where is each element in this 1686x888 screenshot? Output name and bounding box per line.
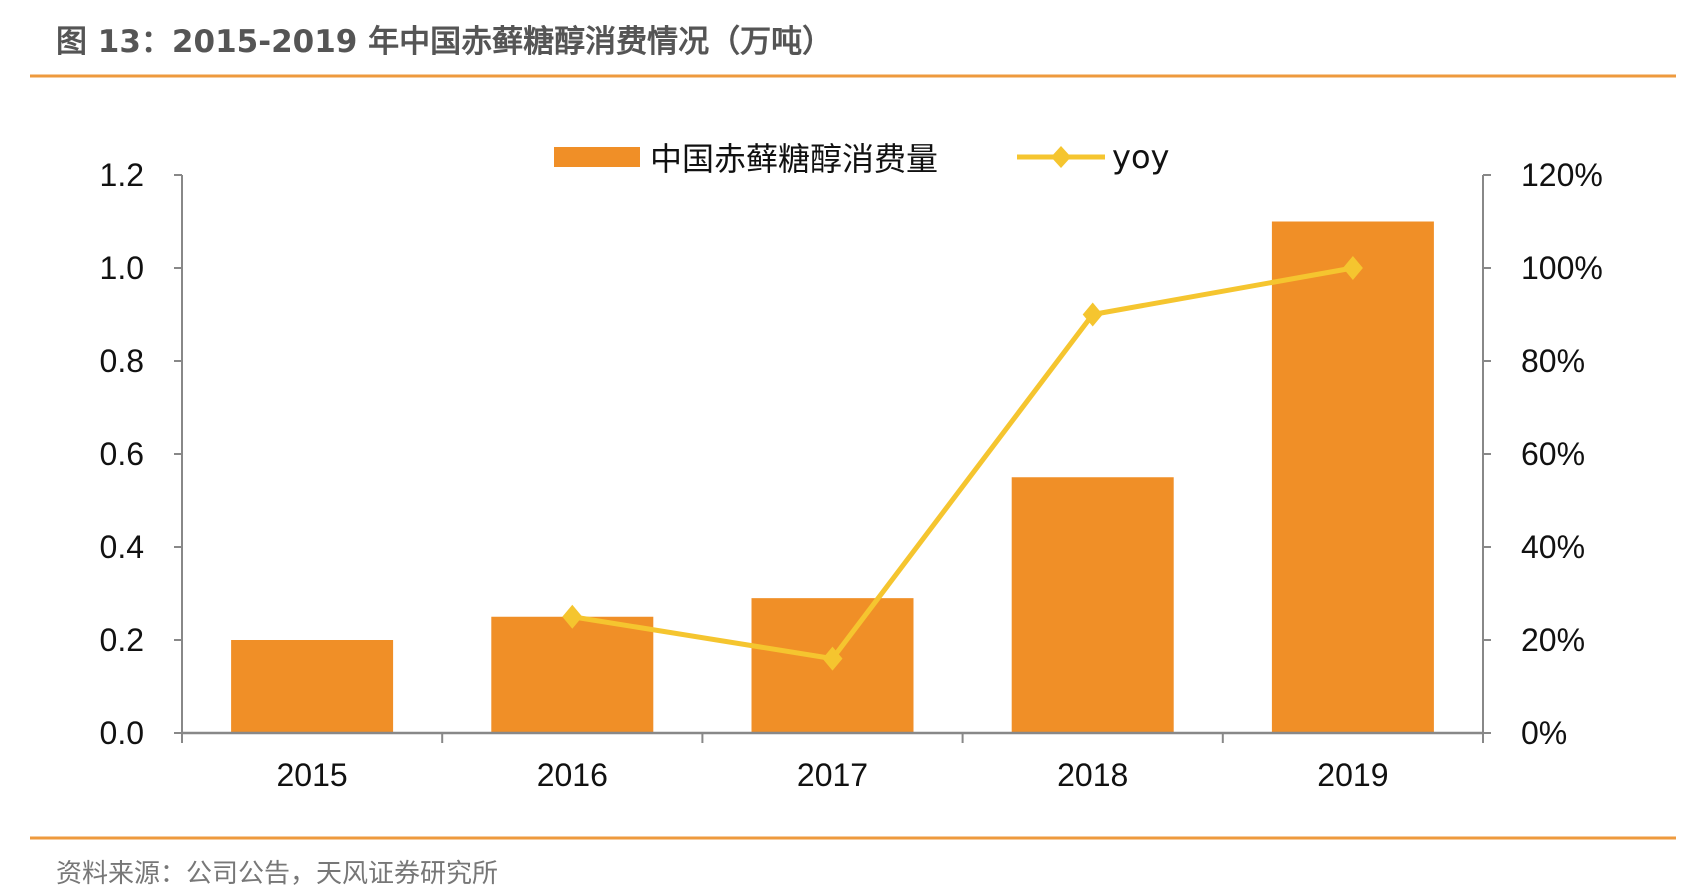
yoy-point <box>822 646 843 671</box>
left-tick-label: 0.6 <box>100 436 144 472</box>
legend: 中国赤藓糖醇消费量 yoy <box>554 138 1169 178</box>
right-tick-label: 40% <box>1521 529 1585 565</box>
left-tick-label: 0.8 <box>100 343 144 379</box>
left-tick-label: 0.0 <box>100 715 144 751</box>
x-tick-label: 2017 <box>797 757 868 793</box>
legend-line-label: yoy <box>1112 138 1169 176</box>
right-tick-label: 100% <box>1521 250 1603 286</box>
x-tick-label: 2019 <box>1317 757 1388 793</box>
right-tick-label: 120% <box>1521 157 1603 193</box>
left-tick-label: 1.2 <box>100 157 144 193</box>
legend-bar-label: 中国赤藓糖醇消费量 <box>650 140 938 178</box>
bar-2015 <box>231 640 394 733</box>
right-tick-label: 80% <box>1521 343 1585 379</box>
x-tick-label: 2018 <box>1057 757 1128 793</box>
left-tick-label: 0.2 <box>100 622 144 658</box>
yoy-line <box>571 265 1354 662</box>
bar-2018 <box>1011 477 1174 733</box>
legend-diamond-icon <box>1051 146 1071 168</box>
yoy-point <box>1342 256 1363 280</box>
legend-bar-swatch <box>554 147 640 167</box>
bar-2016 <box>491 616 654 733</box>
yoy-point <box>562 604 583 629</box>
right-tick-label: 0% <box>1521 715 1567 751</box>
x-tick-label: 2015 <box>277 757 348 793</box>
right-tick-label: 20% <box>1521 622 1585 658</box>
x-tick-label: 2016 <box>537 757 608 793</box>
figure-title: 图 13：2015-2019 年中国赤藓糖醇消费情况（万吨） <box>56 24 833 60</box>
bar-2019 <box>1271 221 1434 733</box>
plot-area: 0.0 0.2 0.4 0.6 0.8 1.0 1.2 0% 20% 40% 60% 80% 100% 1… <box>100 157 1603 793</box>
left-tick-label: 0.4 <box>100 529 144 565</box>
source-note: 资料来源：公司公告，天风证券研究所 <box>56 859 498 888</box>
left-tick-label: 1.0 <box>100 250 144 286</box>
yoy-point <box>1082 302 1103 327</box>
right-tick-label: 60% <box>1521 436 1585 472</box>
